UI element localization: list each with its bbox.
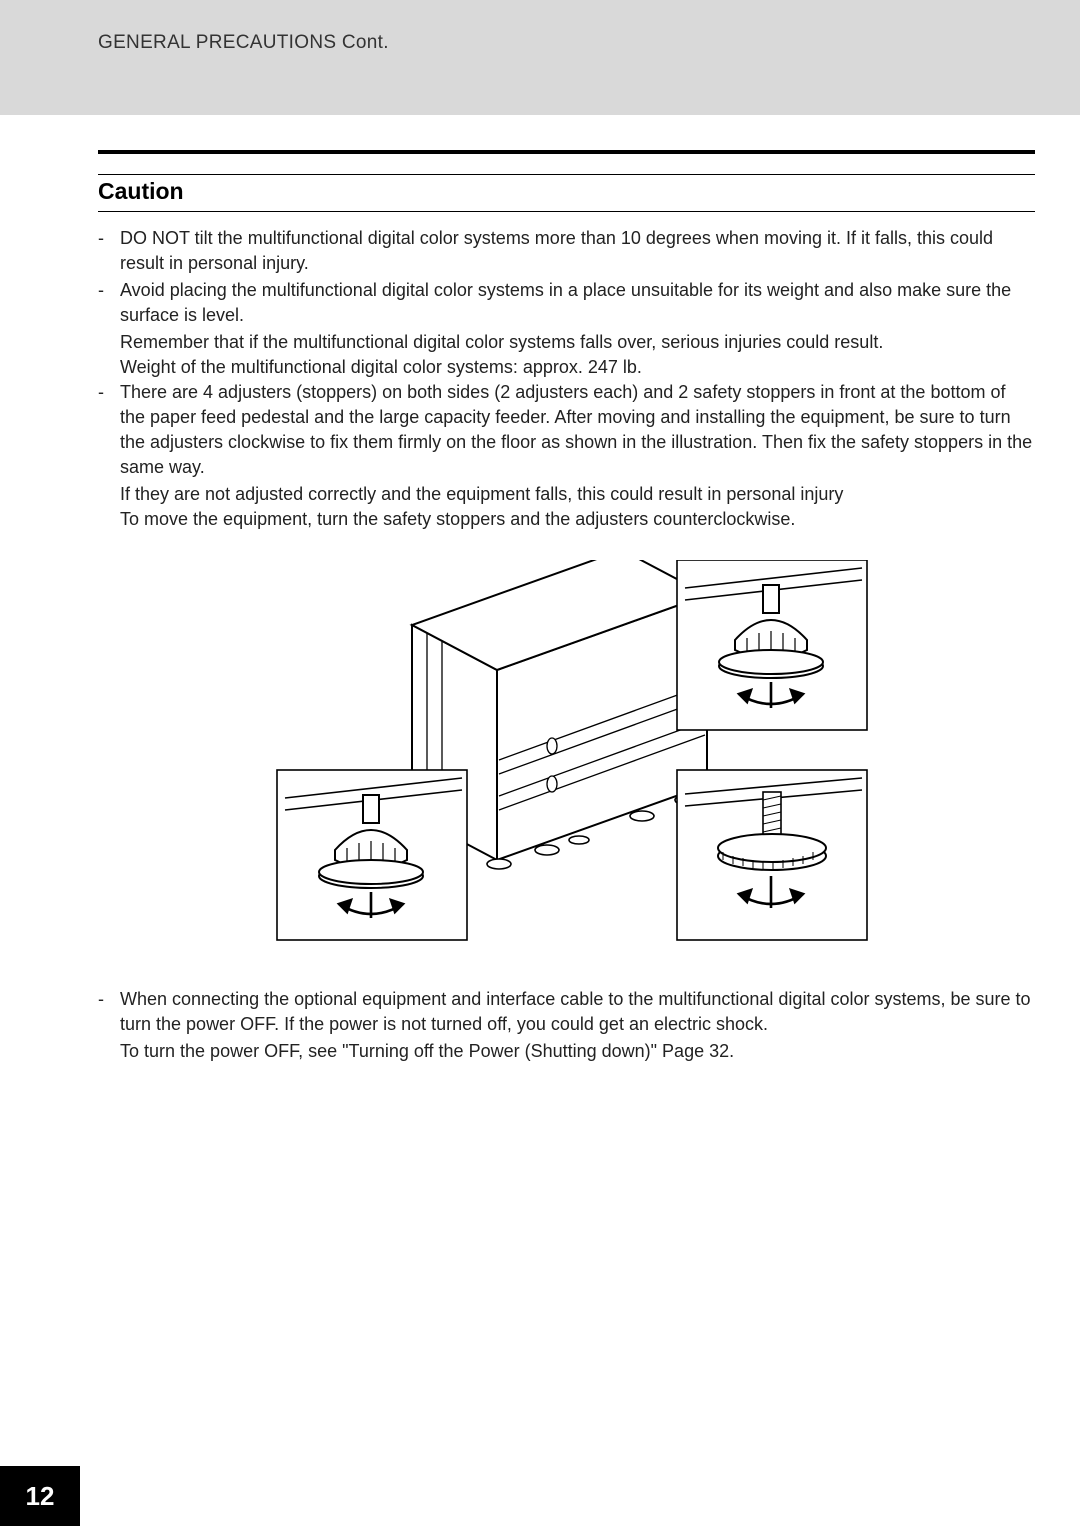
page: GENERAL PRECAUTIONS Cont. Caution - DO N… — [0, 0, 1080, 1526]
bullet-dash: - — [98, 278, 120, 303]
bullet-continuation: To turn the power OFF, see "Turning off … — [120, 1039, 1035, 1064]
bullet-item: - There are 4 adjusters (stoppers) on bo… — [98, 380, 1035, 480]
bullet-continuation: Remember that if the multifunctional dig… — [120, 330, 1035, 355]
bullet-list: - DO NOT tilt the multifunctional digita… — [98, 226, 1035, 1064]
bullet-item: - When connecting the optional equipment… — [98, 987, 1035, 1037]
caution-heading: Caution — [98, 175, 1035, 211]
bullet-text: DO NOT tilt the multifunctional digital … — [120, 226, 1035, 276]
page-number: 12 — [0, 1466, 80, 1526]
header-title: GENERAL PRECAUTIONS Cont. — [98, 32, 1080, 54]
bullet-text: There are 4 adjusters (stoppers) on both… — [120, 380, 1035, 480]
bullet-dash: - — [98, 987, 120, 1012]
illustration — [98, 560, 1035, 965]
bullet-text: Avoid placing the multifunctional digita… — [120, 278, 1035, 328]
bullet-item: - Avoid placing the multifunctional digi… — [98, 278, 1035, 328]
rule-below-heading — [98, 211, 1035, 212]
bullet-item: - DO NOT tilt the multifunctional digita… — [98, 226, 1035, 276]
bullet-continuation: To move the equipment, turn the safety s… — [120, 507, 1035, 532]
bullet-dash: - — [98, 380, 120, 405]
bullet-dash: - — [98, 226, 120, 251]
rule-top-thick — [98, 150, 1035, 154]
bullet-text: When connecting the optional equipment a… — [120, 987, 1035, 1037]
adjuster-diagram-svg — [247, 560, 887, 960]
bullet-continuation: Weight of the multifunctional digital co… — [120, 355, 1035, 380]
header-band: GENERAL PRECAUTIONS Cont. — [0, 0, 1080, 115]
bullet-continuation: If they are not adjusted correctly and t… — [120, 482, 1035, 507]
content-area: Caution - DO NOT tilt the multifunctiona… — [0, 115, 1080, 1064]
